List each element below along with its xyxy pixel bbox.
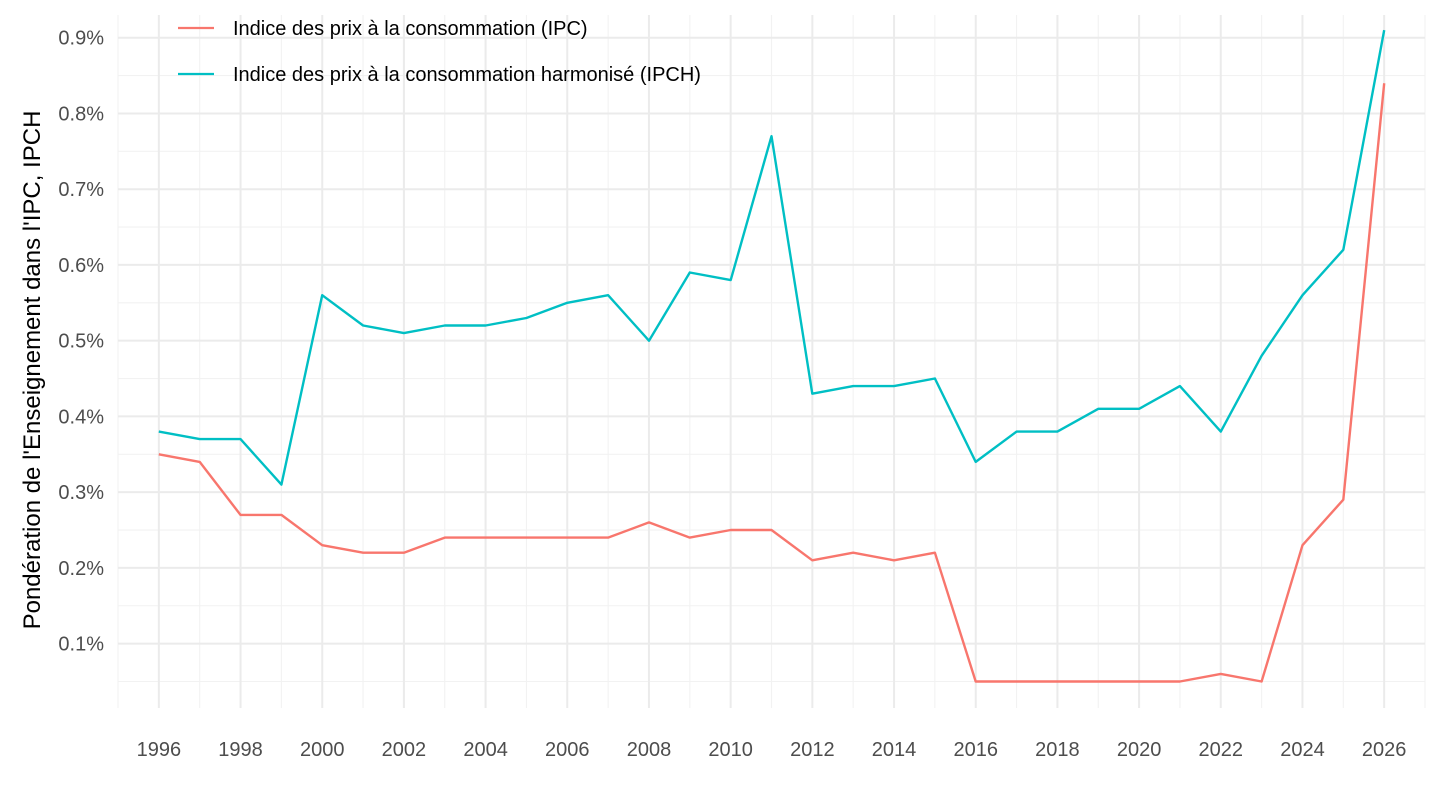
x-tick-label: 2012 [790,739,835,761]
x-tick-label: 2026 [1362,739,1407,761]
y-tick-label: 0.5% [58,331,104,353]
series-line-ipch [158,29,1386,486]
y-tick-label: 0.9% [58,28,104,50]
legend-label-ipch: Indice des prix à la consommation harmon… [233,64,701,86]
y-tick-label: 0.7% [58,179,104,201]
legend-label-ipc: Indice des prix à la consommation (IPC) [233,18,588,40]
legend-item-ipch: Indice des prix à la consommation harmon… [178,64,701,86]
y-tick-label: 0.8% [58,103,104,125]
series-layer [158,29,1386,683]
x-tick-label: 2004 [463,739,508,761]
y-tick-label: 0.3% [58,482,104,504]
y-tick-label: 0.2% [58,558,104,580]
x-tick-label: 2014 [872,739,917,761]
x-tick-label: 2018 [1035,739,1080,761]
x-axis-tick-labels: 1996 1998 2000 2002 2004 2006 2008 2010 2012 2014… [137,739,1407,761]
y-axis-tick-labels: 0.1% 0.2% 0.3% 0.4% 0.5% 0.6% 0.7% 0.8% 0.9% [58,28,104,656]
y-tick-label: 0.4% [58,406,104,428]
grid-major [118,15,1425,708]
x-tick-label: 2020 [1117,739,1162,761]
x-tick-label: 2022 [1199,739,1244,761]
x-tick-label: 2008 [627,739,672,761]
x-tick-label: 2024 [1280,739,1325,761]
y-axis-title: Pondération de l'Enseignement dans l'IPC… [19,111,46,630]
x-tick-label: 1996 [137,739,182,761]
x-tick-label: 2010 [708,739,753,761]
x-tick-label: 2002 [382,739,427,761]
legend: Indice des prix à la consommation (IPC) … [178,18,701,86]
x-tick-label: 2006 [545,739,590,761]
series-line-ipc [158,83,1386,683]
legend-item-ipc: Indice des prix à la consommation (IPC) [178,18,588,40]
x-tick-label: 2000 [300,739,345,761]
grid-minor [117,15,1426,708]
y-tick-label: 0.6% [58,255,104,277]
x-tick-label: 1998 [218,739,263,761]
y-tick-label: 0.1% [58,634,104,656]
x-tick-label: 2016 [953,739,998,761]
